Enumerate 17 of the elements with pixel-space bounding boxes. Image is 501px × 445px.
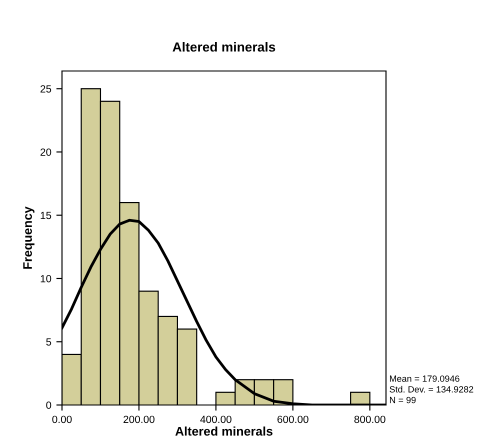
chart-title: Altered minerals (172, 42, 276, 52)
x-tick-label: 400.00 (200, 416, 232, 424)
text: Mean = 179.0946 (390, 375, 460, 382)
y-tick-label: 15 (40, 212, 52, 220)
y-tick-label: 20 (40, 148, 52, 156)
y-tick-label: 10 (40, 274, 52, 282)
y-tick-label: 0 (46, 402, 52, 409)
y-tick-label: 5 (46, 338, 52, 346)
x-tick-label: 200.00 (124, 416, 154, 424)
x-axis-title: Altered minerals (175, 426, 272, 436)
x-tick-label: 600.00 (277, 416, 308, 424)
x-tick-label: 0.00 (52, 416, 72, 424)
y-tick-label: 25 (40, 85, 52, 93)
text: Std. Dev. = 134.9282 (390, 386, 474, 393)
y-axis-title: Frequency (23, 206, 34, 269)
x-tick-label: 800.00 (354, 416, 386, 424)
text: N = 99 (390, 396, 416, 404)
